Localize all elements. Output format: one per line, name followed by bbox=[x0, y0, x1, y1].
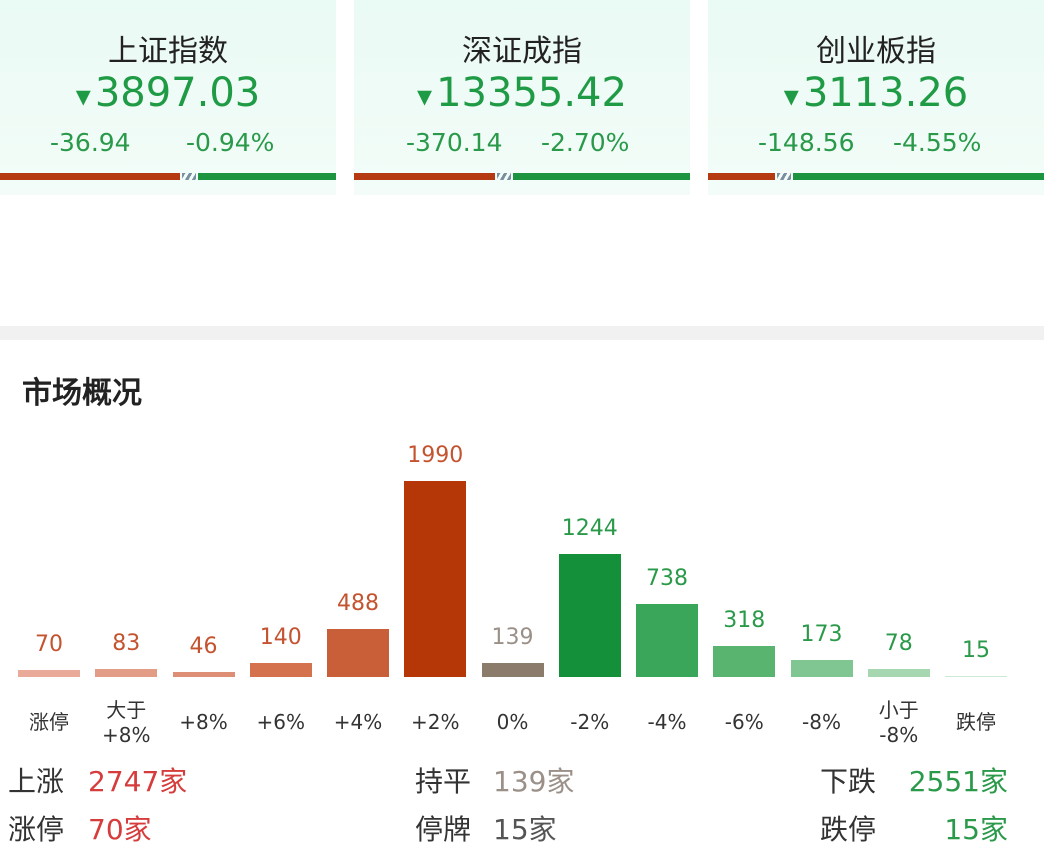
x-tick-label: +2% bbox=[411, 710, 460, 734]
index-name: 创业板指 bbox=[816, 34, 936, 69]
value-label: 15 bbox=[962, 637, 990, 663]
bar bbox=[327, 628, 389, 677]
bar bbox=[636, 604, 698, 677]
value-label: 1990 bbox=[407, 443, 464, 468]
bar bbox=[95, 668, 158, 677]
up-bar bbox=[354, 173, 495, 180]
index-card[interactable]: 创业板指 3113.26 -148.56 -4.55% bbox=[708, 0, 1044, 195]
x-tick-label: 跌停 bbox=[956, 710, 996, 734]
section-title: 市场概况 bbox=[22, 376, 142, 411]
divider-slash bbox=[182, 173, 196, 180]
bar bbox=[172, 672, 235, 677]
x-tick-label: -2% bbox=[570, 710, 610, 734]
summary-label: 停牌 bbox=[415, 813, 472, 846]
divider-slash bbox=[777, 173, 791, 180]
value-label: 140 bbox=[259, 625, 302, 651]
value-label: 78 bbox=[884, 631, 913, 657]
bar bbox=[867, 669, 930, 677]
x-tick-label: +4% bbox=[333, 710, 383, 734]
bar bbox=[249, 663, 312, 677]
bar bbox=[404, 481, 467, 677]
summary-label: 持平 bbox=[415, 765, 472, 798]
x-tick-label: +6% bbox=[256, 710, 306, 734]
x-tick-label: -4% bbox=[647, 710, 687, 734]
index-change-pct: -4.55% bbox=[893, 128, 982, 157]
index-value: 3113.26 bbox=[708, 70, 1044, 116]
x-tick-label: 小于 -8% bbox=[878, 698, 919, 747]
index-value: 13355.42 bbox=[354, 70, 690, 116]
bar bbox=[790, 659, 853, 677]
bar bbox=[945, 675, 1007, 677]
x-tick-label: +8% bbox=[179, 710, 228, 734]
bar bbox=[481, 663, 544, 677]
up-bar bbox=[0, 173, 180, 180]
down-bar bbox=[198, 173, 336, 180]
summary-value: 139家 bbox=[493, 765, 575, 798]
bar bbox=[558, 554, 621, 677]
index-name: 上证指数 bbox=[108, 34, 228, 69]
divider-slash bbox=[497, 173, 511, 180]
value-label: 738 bbox=[646, 566, 688, 592]
value-label: 70 bbox=[35, 632, 63, 658]
bar bbox=[18, 670, 80, 677]
index-value: 3897.03 bbox=[0, 70, 336, 116]
chart: 70 涨停 83 大于 +8% 46 +8% 140 +6% 488 +4% 1990 +2% 139 0… bbox=[18, 443, 1007, 747]
value-label: 46 bbox=[189, 634, 218, 660]
index-name: 深证成指 bbox=[462, 34, 582, 69]
up-bar bbox=[708, 173, 775, 180]
index-card[interactable]: 上证指数 3897.03 -36.94 -0.94% bbox=[0, 0, 336, 195]
index-change: -148.56 bbox=[758, 128, 855, 157]
x-tick-label: -6% bbox=[724, 710, 764, 734]
down-bar bbox=[513, 173, 690, 180]
index-change-pct: -0.94% bbox=[186, 128, 275, 157]
down-bar bbox=[793, 173, 1044, 180]
value-label: 1244 bbox=[561, 516, 618, 542]
summary-label: 下跌 bbox=[820, 765, 877, 798]
summary-value: 2747家 bbox=[88, 765, 188, 798]
value-label: 318 bbox=[723, 607, 766, 633]
summary-value: 2551家 bbox=[908, 765, 1008, 798]
value-label: 83 bbox=[112, 630, 141, 656]
value-label: 488 bbox=[337, 590, 379, 616]
index-change: -36.94 bbox=[50, 128, 131, 157]
summary-value: 15家 bbox=[944, 813, 1008, 846]
summary-label: 上涨 bbox=[8, 765, 65, 798]
section-divider bbox=[0, 326, 1044, 340]
x-tick-label: -8% bbox=[802, 710, 841, 734]
x-tick-label: 0% bbox=[496, 710, 529, 734]
summary-value: 15家 bbox=[493, 813, 557, 846]
index-card[interactable]: 深证成指 13355.42 -370.14 -2.70% bbox=[354, 0, 690, 195]
x-tick-label: 涨停 bbox=[29, 710, 69, 734]
value-label: 173 bbox=[800, 621, 843, 647]
x-tick-label: 大于 +8% bbox=[102, 698, 151, 747]
index-change: -370.14 bbox=[406, 128, 503, 157]
summary-label: 跌停 bbox=[820, 813, 877, 846]
index-change-pct: -2.70% bbox=[541, 128, 630, 157]
bar bbox=[713, 645, 776, 677]
summary-value: 70家 bbox=[88, 813, 152, 846]
value-label: 139 bbox=[491, 625, 534, 651]
summary-label: 涨停 bbox=[8, 813, 65, 846]
